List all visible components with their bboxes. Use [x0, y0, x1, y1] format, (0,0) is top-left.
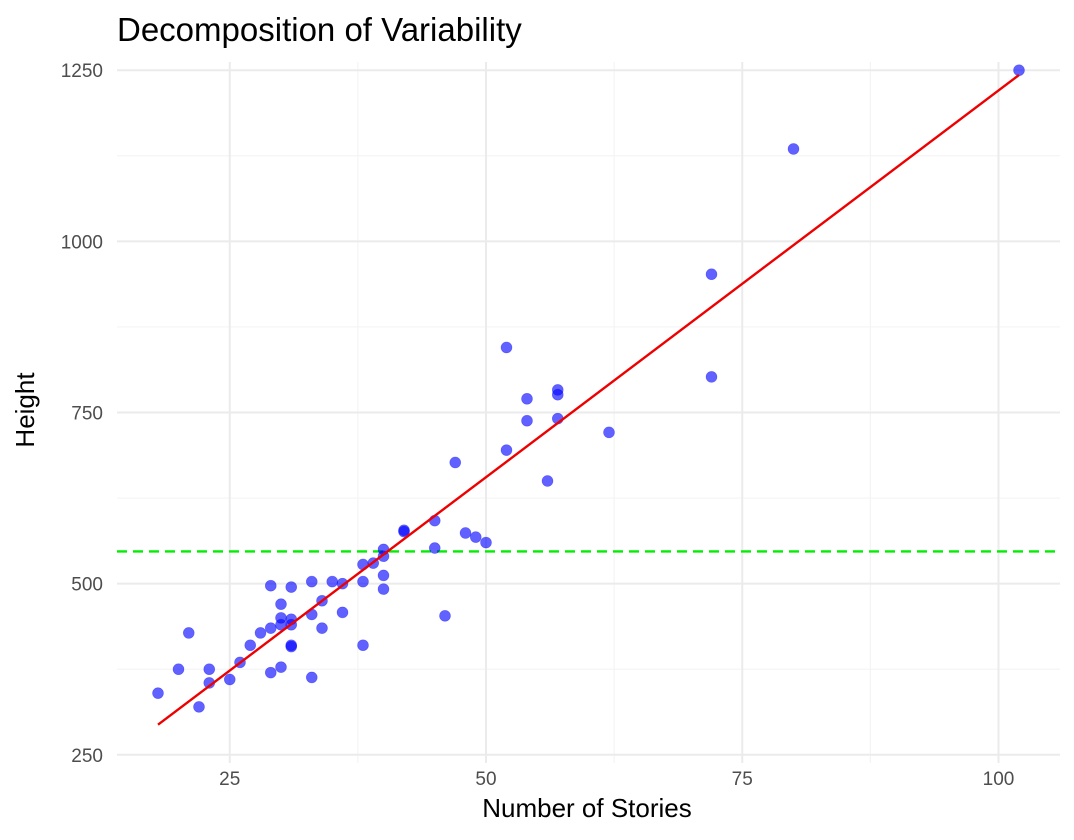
data-point	[285, 640, 298, 653]
regression-line	[157, 74, 1020, 726]
x-axis-ticks: 25 50 75 100	[219, 769, 1014, 790]
data-point	[316, 622, 328, 634]
y-tick-label: 250	[71, 746, 103, 767]
data-point	[521, 393, 533, 405]
data-point	[357, 639, 369, 652]
data-point	[377, 569, 390, 582]
data-point	[326, 575, 339, 588]
data-point	[182, 627, 195, 639]
data-point	[264, 579, 277, 592]
data-point	[285, 581, 298, 593]
data-point	[480, 536, 492, 549]
data-point	[1013, 64, 1025, 77]
data-point	[521, 414, 533, 427]
y-tick-label: 1250	[61, 61, 103, 82]
data-point	[469, 531, 482, 543]
data-point	[500, 341, 513, 354]
chart-title: Decomposition of Variability	[117, 11, 522, 48]
data-point	[264, 666, 277, 679]
data-points	[152, 64, 1025, 713]
y-tick-label: 500	[71, 575, 103, 596]
y-axis-ticks: 250 500 750 1000 1250	[61, 61, 103, 767]
data-point	[275, 661, 287, 673]
data-point	[172, 663, 185, 676]
y-axis-label: Height	[10, 372, 40, 448]
data-point	[203, 663, 216, 676]
data-point	[428, 542, 441, 554]
data-point	[244, 639, 257, 652]
y-tick-label: 1000	[61, 232, 103, 253]
x-tick-label: 75	[732, 769, 753, 790]
data-point	[449, 456, 462, 469]
data-point	[705, 268, 718, 281]
data-point	[264, 622, 277, 634]
y-tick-label: 750	[71, 404, 103, 425]
x-axis-label: Number of Stories	[482, 793, 692, 823]
data-point	[275, 598, 287, 610]
data-point	[223, 673, 236, 686]
data-point	[398, 525, 410, 538]
data-point	[541, 475, 554, 487]
data-point	[336, 606, 349, 619]
data-point	[377, 583, 390, 595]
data-point	[551, 388, 564, 401]
data-point	[439, 610, 451, 622]
data-point	[459, 527, 472, 539]
data-point	[254, 627, 267, 639]
x-tick-label: 25	[219, 769, 240, 790]
data-point	[705, 371, 718, 383]
data-point	[357, 575, 369, 588]
data-point	[193, 701, 205, 713]
data-point	[305, 575, 318, 588]
grid	[117, 62, 1060, 763]
data-point	[787, 143, 800, 155]
data-point	[275, 612, 287, 624]
data-point	[152, 687, 164, 699]
x-tick-label: 100	[983, 769, 1015, 790]
data-point	[305, 671, 318, 684]
data-point	[603, 426, 615, 439]
x-tick-label: 50	[475, 769, 496, 790]
data-point	[500, 444, 513, 456]
